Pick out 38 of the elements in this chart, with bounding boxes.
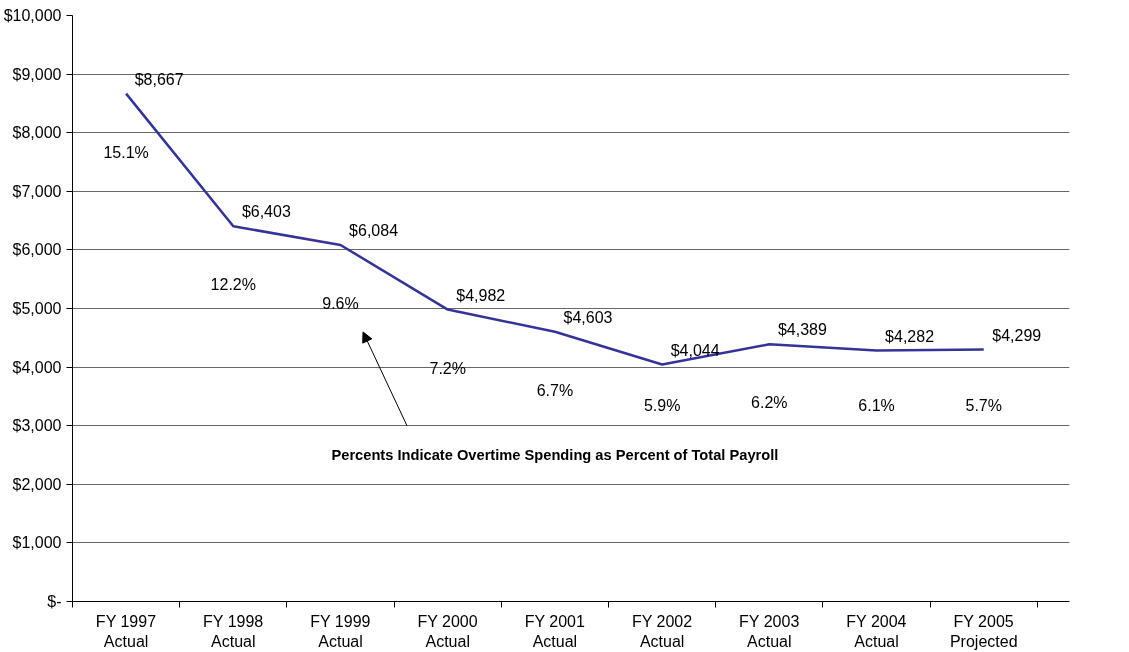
x-tick-label: FY 2005 Projected (949, 612, 1018, 650)
y-tick-label: $2,000 (12, 475, 62, 493)
data-label: $4,389 (777, 321, 827, 339)
data-label: $4,044 (670, 341, 720, 359)
annotation: 5.7% (965, 396, 1002, 414)
y-tick-label: $6,000 (12, 241, 62, 259)
annotation: 6.1% (858, 396, 895, 414)
y-tick-label: $10,000 (3, 7, 62, 24)
y-tick-label: $4,000 (12, 358, 62, 376)
data-label: $4,603 (563, 308, 613, 326)
x-tick-label: FY 1999 Actual (310, 612, 371, 650)
annotation: 5.9% (643, 396, 681, 414)
data-label: $4,299 (992, 326, 1042, 344)
annotation: 6.2% (751, 394, 788, 412)
y-tick-label: $3,000 (12, 417, 62, 435)
annotation: 9.6% (322, 295, 359, 313)
data-label: $6,084 (349, 221, 399, 239)
x-tick-label: FY 2004 Actual (846, 612, 907, 650)
x-tick-label: FY 2001 Actual (524, 612, 585, 650)
y-tick-label: $7,000 (12, 182, 62, 200)
y-tick-label: $- (47, 593, 62, 610)
annotation: 12.2% (210, 276, 256, 294)
y-tick-label: $5,000 (12, 300, 62, 317)
data-label: $4,282 (885, 327, 935, 345)
annotation: 6.7% (536, 381, 574, 399)
annotation: 15.1% (103, 143, 149, 161)
x-tick-label: FY 1998 Actual (203, 612, 264, 650)
annotation: Percents Indicate Overtime Spending as Percent of Total Payroll (331, 447, 779, 463)
x-tick-label: FY 2002 Actual (631, 612, 693, 650)
x-tick-label: FY 2003 Actual (739, 612, 800, 650)
y-tick-label: $9,000 (12, 65, 62, 83)
data-label: $6,403 (241, 203, 291, 221)
x-tick-label: FY 1997 Actual (95, 612, 157, 650)
y-tick-label: $1,000 (12, 534, 62, 552)
data-label: $8,667 (134, 70, 184, 88)
y-tick-label: $8,000 (12, 124, 62, 142)
data-label: $4,982 (456, 286, 506, 304)
x-tick-label: FY 2000 Actual (417, 612, 478, 650)
